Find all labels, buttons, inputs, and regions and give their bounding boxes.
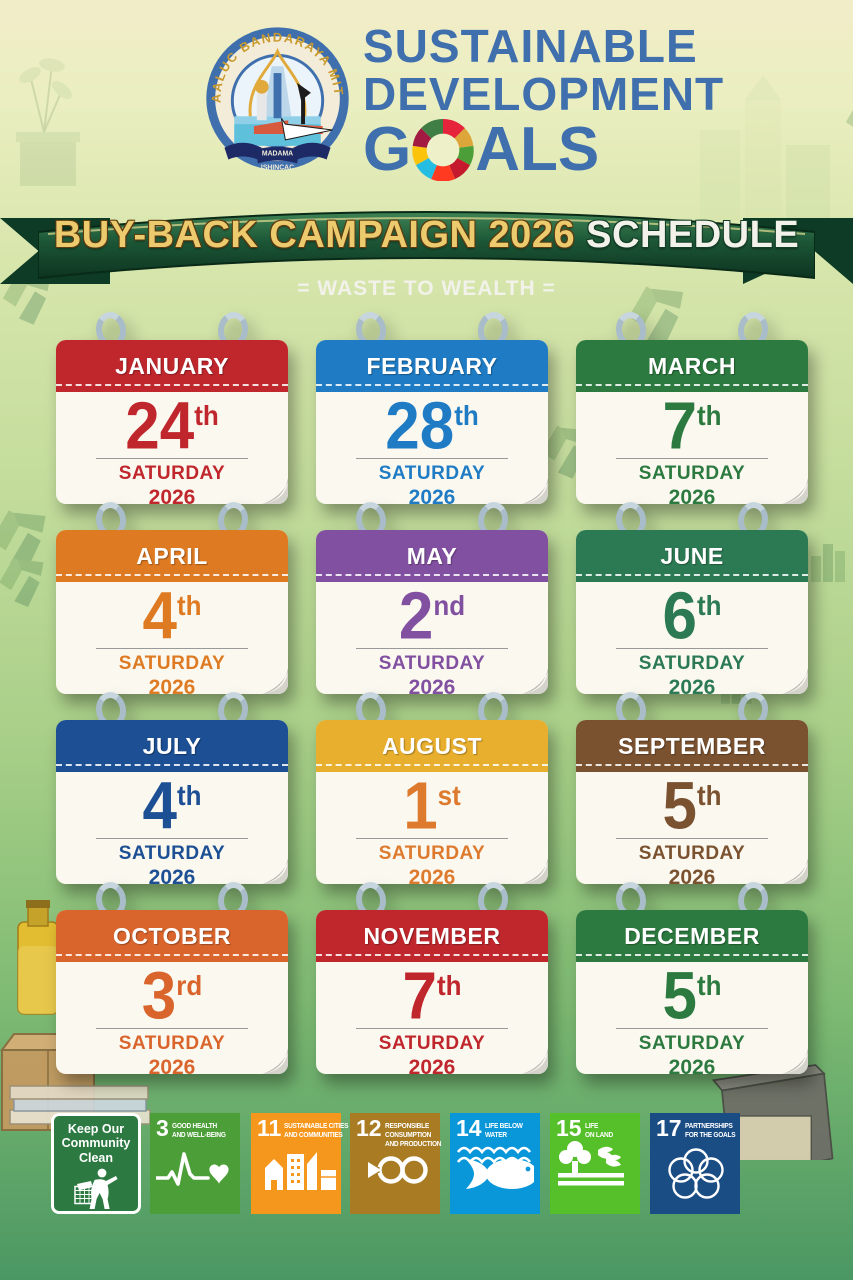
- svg-text:ISHINCAC: ISHINCAC: [261, 164, 294, 171]
- svg-text:MADAMA: MADAMA: [262, 151, 293, 158]
